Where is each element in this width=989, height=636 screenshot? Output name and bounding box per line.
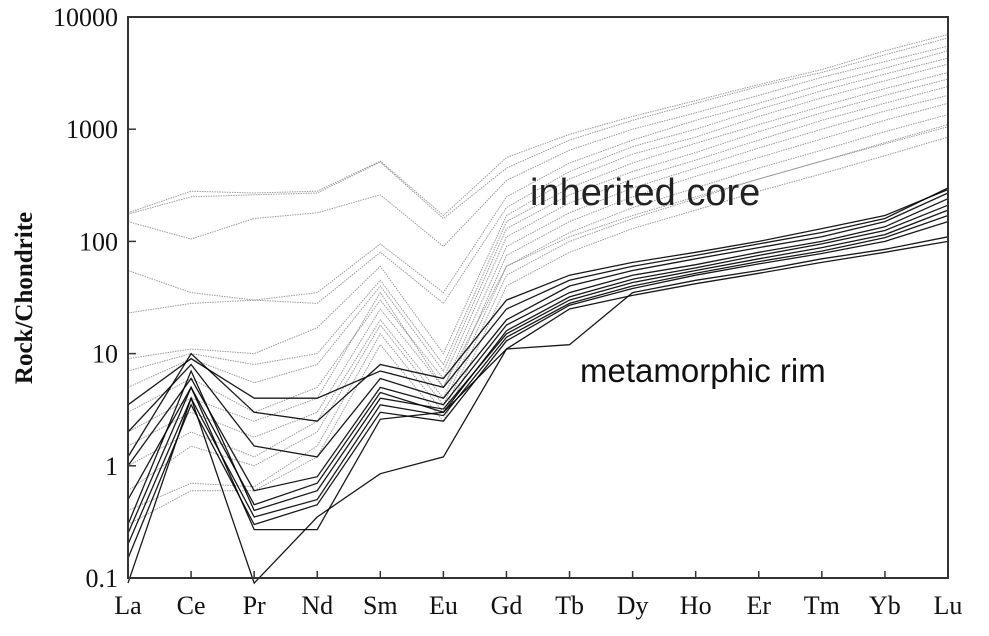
rim-series-line	[127, 188, 949, 458]
core-series-line	[127, 136, 949, 525]
y-tick-label: 10	[92, 340, 118, 369]
x-tick-label: Tm	[804, 591, 840, 620]
core-series-line	[127, 33, 949, 217]
x-tick-label: Sm	[363, 591, 398, 620]
rim-series-line	[127, 240, 949, 585]
x-tick-label: Ce	[177, 591, 206, 620]
y-tick-label: 0.1	[86, 564, 119, 593]
core-series-line	[127, 102, 949, 467]
core-series-line	[127, 114, 949, 492]
rim-series-line	[127, 187, 949, 406]
core-series-line	[127, 72, 949, 372]
core-series-line	[127, 94, 949, 447]
x-tick-label: Tb	[555, 591, 584, 620]
rim-series-line	[127, 204, 949, 506]
rim-series-line	[127, 198, 949, 492]
x-tick-label: Dy	[617, 591, 649, 620]
x-tick-label: Yb	[869, 591, 901, 620]
x-tick-label: Nd	[301, 591, 333, 620]
core-series-line	[127, 86, 949, 413]
y-tick-label: 100	[79, 227, 118, 256]
y-tick-label: 1000	[66, 115, 118, 144]
x-tick-label: Ho	[680, 591, 712, 620]
y-axis-label: Rock/Chondrite	[11, 212, 38, 384]
annotation-inherited-core: inherited core	[530, 172, 760, 214]
inherited-core-series	[127, 33, 949, 525]
rim-series-line	[127, 220, 949, 559]
y-axis-ticks: 0.1 1 10 100 1000 10000	[53, 3, 136, 593]
x-axis-ticks: La Ce Pr Nd Sm Eu Gd Tb Dy Ho Er Tm Yb Lu	[114, 571, 962, 620]
rim-series-line	[127, 214, 949, 545]
core-series-line	[127, 50, 949, 301]
x-tick-label: Lu	[934, 591, 963, 620]
core-series-line	[127, 57, 949, 314]
plot-frame	[127, 16, 949, 579]
core-series-line	[127, 126, 949, 433]
metamorphic-rim-series	[127, 187, 949, 585]
annotation-metamorphic-rim: metamorphic rim	[580, 352, 826, 389]
y-tick-label: 10000	[53, 3, 118, 32]
core-series-line	[127, 78, 949, 388]
rim-series-line	[127, 209, 949, 525]
core-series-line	[127, 63, 949, 360]
x-tick-label: Er	[746, 591, 771, 620]
core-series-line	[127, 45, 949, 248]
x-tick-label: Gd	[491, 591, 523, 620]
rim-series-line	[127, 236, 949, 534]
rim-series-line	[127, 192, 949, 458]
y-tick-label: 1	[105, 452, 118, 481]
x-tick-label: Eu	[429, 591, 458, 620]
x-tick-label: Pr	[243, 591, 266, 620]
x-tick-label: La	[114, 591, 142, 620]
